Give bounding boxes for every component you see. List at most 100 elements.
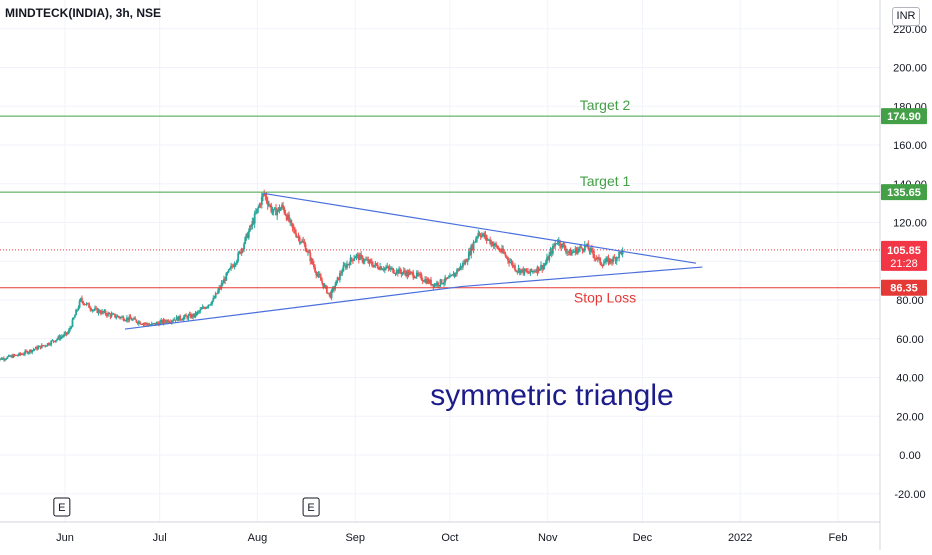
candle-body: [108, 313, 110, 314]
candle-body: [354, 257, 356, 259]
candle-body: [75, 310, 77, 315]
candle-body: [315, 272, 317, 275]
candle-body: [5, 359, 7, 360]
candle-body: [139, 322, 141, 324]
candle-body: [234, 265, 236, 267]
price-axis-label: 200.00: [893, 63, 927, 75]
candle-body: [527, 271, 529, 273]
candle-body: [185, 315, 187, 316]
candle-body: [599, 258, 601, 264]
candle-body: [404, 271, 406, 273]
candle-body: [319, 274, 321, 277]
last-price-tag: 105.85: [887, 245, 921, 257]
candle-body: [577, 250, 579, 254]
level-price-tag: 86.35: [890, 283, 918, 295]
candle-body: [515, 270, 517, 271]
candle-body: [248, 231, 250, 238]
candle-body: [115, 317, 117, 318]
triangle-lower-trendline[interactable]: [125, 286, 463, 329]
candle-body: [132, 319, 134, 320]
candle-body: [225, 273, 227, 281]
candle-body: [290, 220, 292, 223]
currency-button[interactable]: INR: [892, 7, 920, 26]
candle-body: [236, 261, 238, 264]
candle-body: [72, 319, 74, 326]
candle-body: [312, 259, 314, 264]
candle-body: [544, 265, 546, 266]
time-axis-label: Jul: [153, 532, 167, 544]
time-axis-label: Sep: [345, 532, 365, 544]
candle-body: [295, 233, 297, 237]
candle-body: [261, 197, 263, 205]
candle-body: [507, 257, 509, 260]
candle-body: [235, 263, 237, 264]
candle-body: [267, 201, 269, 205]
candle-body: [164, 320, 166, 322]
candle-body: [294, 229, 296, 233]
price-axis-label: 120.00: [893, 218, 927, 230]
candle-body: [610, 259, 612, 262]
candle-body: [448, 277, 450, 278]
candle-body: [172, 320, 174, 321]
candle-body: [222, 283, 224, 284]
candle-body: [17, 355, 19, 356]
candle-body: [114, 314, 116, 317]
candle-body: [266, 196, 268, 201]
candle-body: [486, 235, 488, 239]
candle-body: [211, 301, 213, 304]
candle-body: [603, 263, 605, 265]
candle-body: [79, 301, 81, 308]
candle-body: [62, 336, 64, 337]
time-axis-label: Oct: [441, 532, 458, 544]
earnings-marker-label: E: [307, 502, 314, 514]
candle-body: [539, 269, 541, 271]
symbol-title[interactable]: MINDTECK(INDIA), 3h, NSE: [5, 6, 161, 20]
price-axis-label: 60.00: [896, 334, 924, 346]
candle-body: [580, 246, 582, 248]
candle-body: [351, 258, 353, 260]
triangle-lower-trendline[interactable]: [463, 267, 703, 286]
candle-body: [273, 209, 275, 212]
candle-body: [70, 327, 72, 328]
candle-body: [380, 267, 382, 270]
candle-body: [50, 341, 52, 345]
candle-body: [201, 309, 203, 310]
candle-body: [227, 272, 229, 273]
candle-body: [55, 340, 57, 342]
candle-body: [331, 290, 333, 298]
candle-body: [437, 283, 439, 286]
candle-body: [563, 243, 565, 244]
candle-body: [293, 227, 295, 229]
candle-body: [514, 265, 516, 270]
candle-body: [395, 273, 397, 274]
level-price-tag: 135.65: [887, 187, 921, 199]
candle-body: [443, 282, 445, 283]
candle-body: [73, 318, 75, 320]
candle-body: [183, 317, 185, 319]
candle-body: [270, 205, 272, 211]
candle-body: [229, 268, 231, 269]
candle-body: [458, 268, 460, 270]
candle-body: [264, 194, 266, 196]
candle-body: [503, 253, 505, 254]
candle-body: [542, 266, 544, 269]
candle-body: [23, 354, 25, 355]
candle-body: [495, 243, 497, 245]
candle-body: [67, 333, 69, 334]
level-label: Stop Loss: [574, 290, 636, 306]
candle-body: [214, 298, 216, 299]
candle-body: [340, 273, 342, 274]
price-axis-label: 0.00: [899, 450, 920, 462]
candle-body: [325, 285, 327, 286]
candle-body: [321, 281, 323, 283]
candle-body: [257, 207, 259, 209]
candle-body: [182, 320, 184, 321]
candle-body: [78, 308, 80, 310]
candle-body: [475, 239, 477, 242]
candle-body: [68, 330, 70, 333]
candle-body: [276, 211, 278, 216]
price-axis-label: 20.00: [896, 411, 924, 423]
candle-body: [285, 213, 287, 215]
